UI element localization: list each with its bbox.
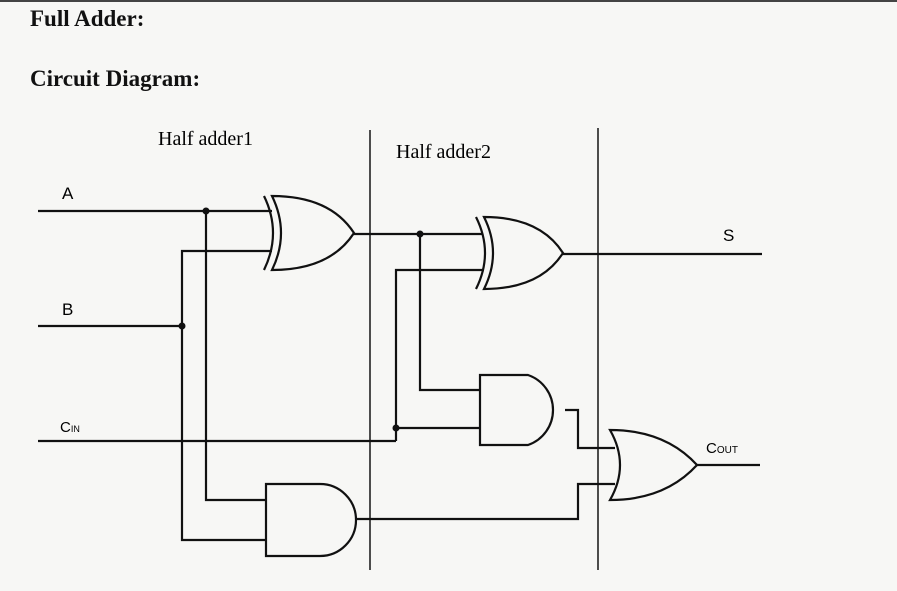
and-gate-2	[478, 373, 555, 447]
junction-xor1-out	[416, 230, 424, 238]
wire-and1-to-or	[355, 482, 615, 521]
output-label-cout: COUT	[706, 440, 738, 457]
junction-cin	[392, 424, 400, 432]
output-label-cout-main: C	[706, 440, 717, 457]
input-label-cin-main: C	[60, 419, 71, 436]
wire-b-to-xor1	[180, 249, 272, 326]
page-title: Full Adder:	[30, 6, 145, 31]
junction-b	[178, 322, 186, 330]
and-gate-1	[264, 482, 358, 558]
wire-cin-to-xor2	[394, 268, 484, 441]
wire-xor1-to-and2	[418, 234, 482, 392]
output-label-cout-sub: OUT	[717, 445, 738, 456]
stage-label-half-adder-1: Half adder1	[158, 128, 253, 150]
output-label-sum: S	[723, 226, 734, 245]
or-gate	[608, 428, 699, 502]
wire-b-to-and1	[180, 326, 270, 542]
input-label-b: B	[62, 300, 73, 319]
junction-a	[202, 207, 210, 215]
wire-a-to-and1	[204, 211, 270, 502]
input-label-cin: CIN	[60, 419, 80, 436]
xor-gate-2	[475, 215, 565, 291]
xor-gate-1	[263, 194, 356, 272]
top-rule	[0, 0, 897, 2]
input-label-a: A	[62, 184, 74, 203]
input-label-cin-sub: IN	[71, 424, 80, 434]
section-title: Circuit Diagram:	[30, 66, 201, 91]
wire-and2-to-or	[565, 408, 615, 450]
stage-label-half-adder-2: Half adder2	[396, 141, 491, 163]
